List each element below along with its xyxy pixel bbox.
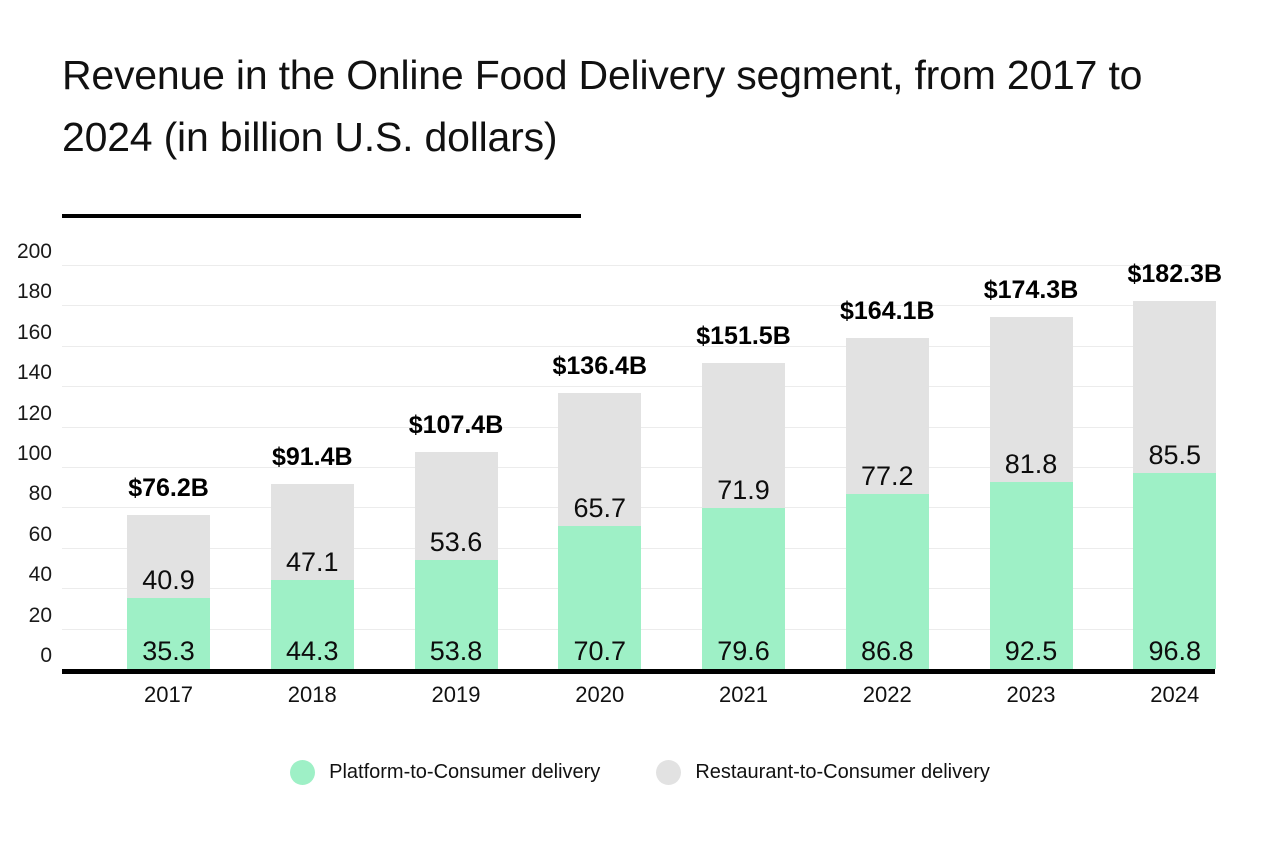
- y-axis-tick-label: 180: [16, 280, 52, 304]
- x-axis-tick-label: 2023: [1006, 682, 1056, 707]
- bars-layer: 40.9 35.3 $76.2B 2017 47.1 44.3 $91.4B 2018 53.6…: [62, 0, 1222, 707]
- bar-total-label: $182.3B: [1127, 259, 1223, 288]
- bar-group[interactable]: 81.8 92.5 $174.3B 2023: [984, 0, 1079, 707]
- bar-total-label: $164.1B: [839, 296, 935, 325]
- bar-segment-value-label: 81.8: [1004, 449, 1058, 480]
- bar-total-label: $136.4B: [552, 352, 648, 381]
- bar-segment-value-label: 79.6: [717, 636, 770, 666]
- bar-segment-value-label: 86.8: [860, 636, 914, 666]
- stacked-bar[interactable]: 77.2 86.8: [845, 337, 929, 669]
- y-axis-tick-label: 60: [28, 522, 52, 546]
- bar-total-label: $76.2B: [128, 474, 209, 503]
- gridline: [62, 386, 1212, 388]
- bar-segment-value-label: 53.6: [429, 527, 483, 558]
- bar-segment-value-label: 77.2: [860, 460, 914, 491]
- legend-item[interactable]: Platform-to-Consumer delivery: [290, 760, 600, 785]
- x-axis-tick-label: 2021: [719, 682, 768, 707]
- bar-segment-restaurant-to-consumer[interactable]: 53.6: [414, 452, 498, 561]
- bar-segment-restaurant-to-consumer[interactable]: 81.8: [989, 316, 1073, 483]
- bar-segment-restaurant-to-consumer[interactable]: 71.9: [702, 362, 785, 509]
- bar-segment-value-label: 65.7: [573, 493, 627, 524]
- bar-total-label: $174.3B: [983, 275, 1079, 304]
- bar-segment-platform-to-consumer[interactable]: 44.3: [270, 579, 354, 669]
- gridline: [62, 265, 1212, 266]
- legend-item[interactable]: Restaurant-to-Consumer delivery: [656, 760, 990, 785]
- legend-label: Platform-to-Consumer delivery: [329, 761, 601, 783]
- stacked-bar[interactable]: 71.9 79.6: [702, 362, 785, 669]
- page-title: Revenue in the Online Food Delivery segm…: [62, 52, 1143, 161]
- bar-group[interactable]: 47.1 44.3 $91.4B 2018: [270, 0, 354, 707]
- bar-segment-platform-to-consumer[interactable]: 53.8: [414, 560, 498, 669]
- gridline: [62, 305, 1212, 307]
- bar-segment-value-label: 85.5: [1148, 440, 1202, 471]
- stacked-bar[interactable]: 65.7 70.7: [558, 393, 642, 669]
- stacked-bar[interactable]: 40.9 35.3: [127, 515, 210, 669]
- legend-circle-icon: [656, 760, 682, 785]
- bar-segment-value-label: 40.9: [142, 564, 195, 595]
- bar-segment-platform-to-consumer[interactable]: 70.7: [558, 526, 642, 669]
- bar-group[interactable]: 71.9 79.6 $151.5B 2021: [696, 0, 791, 707]
- x-axis-line: [62, 669, 1215, 674]
- bar-segment-value-label: 71.9: [717, 475, 770, 506]
- x-axis-tick-label: 2024: [1150, 682, 1200, 707]
- chart-plot-area: 0 20 40 60 80 100 120 140 160 180 200: [17, 241, 1212, 671]
- y-axis-tick-label: 160: [16, 320, 52, 344]
- bar-segment-platform-to-consumer[interactable]: 79.6: [702, 508, 785, 669]
- y-axis-tick-label: 20: [28, 603, 52, 627]
- x-axis-tick-label: 2019: [431, 682, 481, 707]
- bar-segment-restaurant-to-consumer[interactable]: 77.2: [845, 337, 929, 494]
- bar-segment-value-label: 92.5: [1004, 636, 1058, 666]
- y-axis-tick-label: 120: [16, 401, 52, 425]
- bar-segment-value-label: 47.1: [285, 546, 339, 577]
- bar-group[interactable]: 53.6 53.8 $107.4B 2019: [409, 0, 504, 707]
- bar-segment-value-label: 96.8: [1148, 636, 1202, 666]
- y-axis-tick-label: 200: [16, 240, 52, 263]
- bar-segment-restaurant-to-consumer[interactable]: 40.9: [127, 515, 210, 598]
- x-axis-tick-label: 2020: [575, 682, 625, 707]
- y-axis-tick-label: 40: [28, 563, 52, 587]
- x-axis-tick-label: 2018: [287, 682, 337, 707]
- bar-segment-restaurant-to-consumer[interactable]: 85.5: [1133, 300, 1217, 474]
- x-axis-tick-label: 2022: [862, 682, 912, 707]
- y-axis-tick-label: 100: [16, 442, 52, 465]
- bar-group[interactable]: 40.9 35.3 $76.2B 2017: [127, 0, 210, 707]
- bar-segment-platform-to-consumer[interactable]: 86.8: [845, 493, 929, 669]
- bar-segment-restaurant-to-consumer[interactable]: 65.7: [558, 393, 642, 527]
- bar-total-label: $107.4B: [408, 411, 504, 440]
- bar-segment-value-label: 70.7: [573, 636, 627, 666]
- legend-label: Restaurant-to-Consumer delivery: [695, 761, 990, 783]
- y-axis-tick-label: 140: [16, 361, 52, 385]
- stacked-bar[interactable]: 53.6 53.8: [414, 452, 498, 669]
- gridline: [62, 345, 1212, 347]
- bar-segment-platform-to-consumer[interactable]: 92.5: [989, 482, 1073, 669]
- chart-legend: Platform-to-Consumer delivery Restaurant-…: [0, 760, 1280, 785]
- stacked-bar[interactable]: 47.1 44.3: [270, 484, 354, 669]
- bar-segment-value-label: 44.3: [285, 636, 339, 666]
- bar-segment-restaurant-to-consumer[interactable]: 47.1: [270, 484, 354, 580]
- bar-group[interactable]: 85.5 96.8 $182.3B 2024: [1127, 0, 1222, 707]
- bar-total-label: $151.5B: [696, 321, 791, 350]
- y-axis-tick-label: 0: [40, 644, 52, 667]
- bar-segment-value-label: 53.8: [429, 636, 483, 666]
- title-divider: [62, 214, 581, 218]
- bar-segment-value-label: 35.3: [142, 636, 195, 666]
- bar-segment-platform-to-consumer[interactable]: 35.3: [127, 597, 210, 669]
- bar-group[interactable]: 65.7 70.7 $136.4B 2020: [552, 0, 647, 707]
- bar-total-label: $91.4B: [271, 443, 353, 472]
- y-axis-tick-label: 80: [28, 482, 52, 506]
- x-axis-tick-label: 2017: [144, 682, 193, 707]
- legend-circle-icon: [290, 760, 316, 785]
- bar-group[interactable]: 77.2 86.8 $164.1B 2022: [840, 0, 935, 707]
- bar-segment-platform-to-consumer[interactable]: 96.8: [1133, 473, 1217, 669]
- stacked-bar[interactable]: 85.5 96.8: [1133, 300, 1217, 669]
- stacked-bar[interactable]: 81.8 92.5: [989, 316, 1073, 669]
